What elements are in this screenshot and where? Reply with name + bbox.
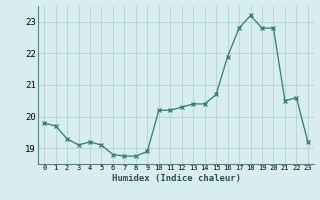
X-axis label: Humidex (Indice chaleur): Humidex (Indice chaleur): [111, 174, 241, 183]
